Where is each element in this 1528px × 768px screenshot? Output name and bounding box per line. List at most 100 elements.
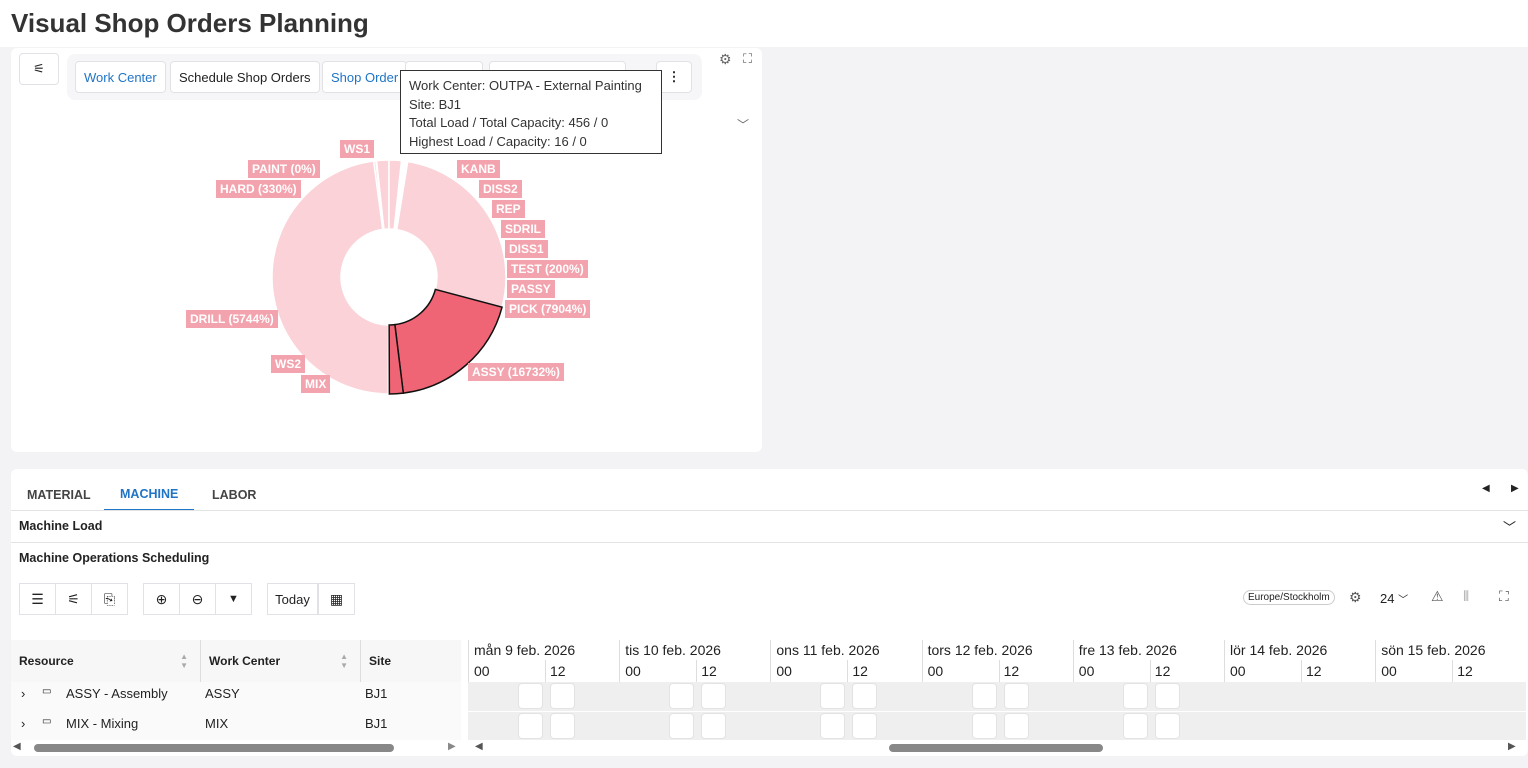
tooltip-line: Site: BJ1 [409,96,462,112]
day-label: tors 12 feb. 2026 [927,642,1033,658]
calendar-icon[interactable]: ▦ [318,583,355,615]
day-label: fre 13 feb. 2026 [1078,642,1177,658]
tab-material[interactable]: MATERIAL [27,487,91,502]
column-label: Resource [19,654,74,668]
day-header: sön 15 feb. 2026 00 12 [1375,640,1526,682]
tab-labor[interactable]: LABOR [212,487,257,502]
chevron-down-icon[interactable]: ﹀ [1503,520,1517,535]
today-button[interactable]: Today [267,583,318,615]
zoom-dropdown-icon[interactable]: ▼ [215,583,252,615]
scroll-right[interactable]: ▶ [1508,741,1516,752]
search-document-icon[interactable]: ⎘ [91,583,128,615]
column-site[interactable]: Site [361,640,461,682]
machine-load-header[interactable]: Machine Load [19,519,103,533]
expand-icon[interactable]: › [21,686,26,701]
list-icon[interactable]: ☰ [19,583,56,615]
label-hard: HARD (330%) [216,180,301,198]
divider [11,510,1528,511]
donut-chart [271,159,507,395]
schedule-slot[interactable] [1003,683,1029,709]
sort-icon[interactable]: ▲ ▼ [180,652,188,670]
filter-button[interactable]: ⚟ [19,53,59,85]
day-header: tors 12 feb. 2026 00 12 [921,640,1073,682]
zoom-in-icon[interactable]: ⊕ [143,583,180,615]
slice-mix[interactable] [388,323,405,395]
column-resource[interactable]: Resource ▲ ▼ [11,640,201,682]
zoom-out-icon[interactable]: ⊖ [179,583,216,615]
day-label: lör 14 feb. 2026 [1230,642,1328,658]
schedule-slot[interactable] [518,683,543,709]
schedule-slot[interactable] [550,683,575,709]
schedule-slot[interactable] [518,713,543,739]
grid-scrollbar[interactable] [34,744,394,752]
schedule-slot[interactable] [852,683,878,709]
hour-divider [1149,660,1151,682]
resource-icon: ▭ [42,716,52,727]
timezone-badge[interactable]: Europe/Stockholm [1243,590,1335,605]
shop-order-button[interactable]: Shop Order [322,61,408,93]
schedule-slot[interactable] [669,713,695,739]
filter-icon[interactable]: ⚟ [55,583,92,615]
scroll-left[interactable]: ◀ [13,741,21,752]
resource-cell[interactable]: MIX - Mixing [66,716,139,731]
hour-label: 00 [1230,663,1246,679]
chevron-down-icon: ﹀ [1398,595,1409,606]
expand-icon[interactable]: › [21,716,26,731]
tab-machine[interactable]: MACHINE [104,478,195,511]
schedule-slot[interactable] [971,713,997,739]
slice-assy[interactable] [394,288,503,394]
scroll-left[interactable]: ◀ [475,741,483,752]
schedule-slot[interactable] [1003,713,1029,739]
schedule-slot[interactable] [669,683,695,709]
hours-select[interactable]: 24 ﹀ [1380,591,1408,606]
hour-divider [998,660,1000,682]
hour-label: 00 [927,663,944,679]
scroll-right[interactable]: ▶ [448,741,456,752]
schedule-slot[interactable] [1154,683,1180,709]
fullscreen-icon[interactable]: ⛶ [1499,588,1509,604]
label-drill: DRILL (5744%) [186,310,278,328]
schedule-slot[interactable] [1122,713,1148,739]
chevron-down-icon[interactable]: ﹀ [737,118,750,132]
label-ws1: WS1 [340,140,375,158]
hour-divider [1301,660,1302,682]
label-ws2: WS2 [271,355,306,373]
gantt-scrollbar[interactable] [889,744,1103,752]
sort-icon[interactable]: ▲ ▼ [340,652,348,670]
day-label: sön 15 feb. 2026 [1381,642,1486,658]
work-center-button[interactable]: Work Center [75,61,166,93]
slice-pick[interactable] [395,160,507,309]
schedule-slot[interactable] [820,713,846,739]
settings-icon[interactable]: ⚙ [1349,589,1362,605]
day-label: ons 11 feb. 2026 [776,642,880,658]
schedule-slot[interactable] [971,683,997,709]
schedule-slot[interactable] [852,713,878,739]
resource-cell[interactable]: ASSY - Assembly [66,686,168,701]
fullscreen-icon[interactable]: ⛶ [743,51,753,66]
grid-header-bg [11,640,461,682]
day-label: mån 9 feb. 2026 [474,642,576,658]
schedule-slot[interactable] [820,683,846,709]
tab-scroll-right[interactable]: ▶ [1511,483,1519,494]
column-work-center[interactable]: Work Center ▲ ▼ [201,640,361,682]
warning-icon[interactable]: ⚠ [1431,588,1444,604]
tab-scroll-left[interactable]: ◀ [1482,483,1490,494]
hour-label: 12 [1306,663,1322,679]
schedule-slot[interactable] [1122,683,1148,709]
day-label: tis 10 feb. 2026 [625,642,721,658]
label-diss1: DISS1 [505,240,548,258]
settings-icon[interactable]: ⚙ [719,51,732,67]
schedule-slot[interactable] [701,683,727,709]
waveform-icon[interactable]: ⦀ [1463,588,1470,604]
label-pick: PICK (7904%) [505,300,591,318]
slice-outpa[interactable] [388,159,403,231]
schedule-slot[interactable] [1154,713,1180,739]
schedule-slot[interactable] [701,713,727,739]
hour-label: 12 [1003,663,1020,679]
hour-divider [847,660,849,682]
hour-label: 12 [1154,663,1171,679]
schedule-slot[interactable] [550,713,575,739]
hour-label: 00 [474,663,490,679]
schedule-shop-orders-button[interactable]: Schedule Shop Orders [170,61,320,93]
day-header: ons 11 feb. 2026 00 12 [770,640,921,682]
